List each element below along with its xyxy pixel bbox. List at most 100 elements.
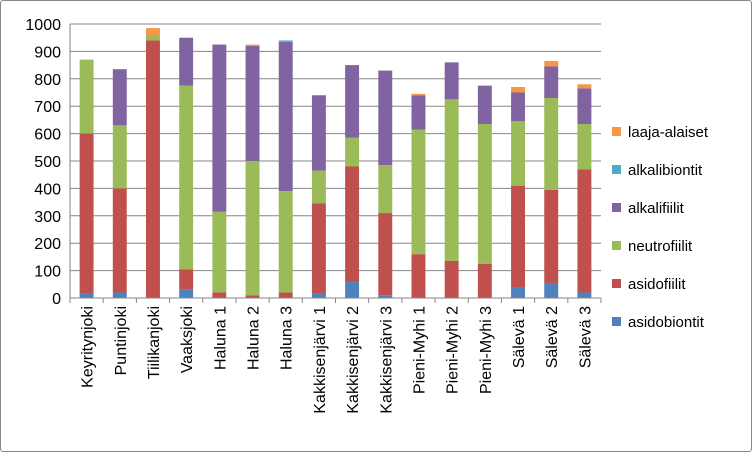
bar-segment-neutrofiilit	[278, 191, 293, 293]
y-tick-label: 800	[34, 72, 61, 89]
bar-segment-asidofiilit	[311, 203, 326, 294]
bar-segment-laaja-alaiset	[577, 84, 592, 89]
bar-segment-asidofiilit	[278, 292, 293, 298]
y-tick-label: 300	[34, 209, 61, 226]
y-tick-label: 400	[34, 181, 61, 198]
bar-segment-neutrofiilit	[544, 97, 559, 190]
legend-swatch	[612, 165, 621, 174]
x-tick-label: Keyritynjoki	[80, 306, 97, 388]
x-tick-label: Pieni-Myhi 3	[478, 306, 495, 394]
bar-segment-neutrofiilit	[511, 121, 526, 186]
bar-segment-laaja-alaiset	[145, 28, 160, 35]
x-tick-label: Tiilikanjoki	[146, 306, 163, 379]
legend-swatch	[612, 317, 621, 326]
bar-segment-asidobiontit	[112, 292, 127, 298]
bar-segment-neutrofiilit	[411, 129, 426, 255]
bar-segment-asidofiilit	[245, 295, 260, 298]
x-tick-label: Puntinjoki	[113, 306, 130, 375]
x-tick-label: Pieni-Myhi 2	[445, 306, 462, 394]
bar-segment-asidobiontit	[179, 289, 194, 298]
bar-segment-alkalifiilit	[345, 65, 360, 138]
legend-label: laaja-alaiset	[628, 124, 709, 141]
bar-segment-alkalifiilit	[577, 88, 592, 125]
bar-segment-neutrofiilit	[477, 124, 492, 264]
bar-segment-neutrofiilit	[345, 137, 360, 167]
bar-segment-alkalifiilit	[444, 62, 459, 100]
bar-segment-laaja-alaiset	[411, 93, 426, 96]
bar-segment-laaja-alaiset	[544, 60, 559, 67]
bar-segment-asidofiilit	[212, 292, 227, 298]
bar-segment-asidofiilit	[378, 213, 393, 296]
bar-segment-alkalibiontit	[278, 40, 293, 42]
bar-segment-neutrofiilit	[577, 124, 592, 170]
bar-segment-asidofiilit	[112, 188, 127, 293]
bar-segment-asidofiilit	[511, 185, 526, 288]
legend-label: alkalifiilit	[628, 200, 685, 217]
x-tick-label: Kakkisenjärvi 3	[378, 306, 395, 414]
x-tick-label: Haluna 3	[279, 306, 296, 370]
y-tick-label: 100	[34, 264, 61, 281]
bar-segment-laaja-alaiset	[511, 87, 526, 93]
bar-segment-alkalifiilit	[477, 85, 492, 125]
bar-segment-neutrofiilit	[311, 170, 326, 204]
y-tick-label: 1000	[25, 17, 61, 34]
y-tick-label: 200	[34, 236, 61, 253]
bar-segment-asidofiilit	[345, 166, 360, 282]
bar-segment-alkalifiilit	[212, 44, 227, 212]
bar-segment-neutrofiilit	[179, 85, 194, 270]
bar-segment-asidofiilit	[179, 269, 194, 290]
bar-segment-asidobiontit	[79, 293, 94, 298]
bar-segment-neutrofiilit	[378, 165, 393, 214]
bar-segment-asidofiilit	[544, 189, 559, 283]
bar-segment-neutrofiilit	[112, 125, 127, 189]
bar-segment-laaja-alaiset	[245, 44, 260, 46]
bar-segment-asidobiontit	[577, 292, 592, 298]
x-tick-label: Kakkisenjärvi 2	[345, 306, 362, 414]
axes: 0 100 200 300 400 500 600 700 800 900 1000 Keyrityn…	[25, 17, 602, 414]
x-tick-label: Sälevä 2	[544, 306, 561, 368]
bars	[79, 28, 592, 298]
legend-swatch	[612, 241, 621, 250]
bar-segment-alkalifiilit	[179, 37, 194, 86]
bar-segment-asidofiilit	[145, 40, 160, 298]
legend-label: asidofiilit	[628, 276, 686, 293]
bar-segment-alkalifiilit	[245, 45, 260, 161]
y-tick-label: 900	[34, 44, 61, 61]
bar-segment-alkalifiilit	[411, 95, 426, 130]
bar-segment-asidobiontit	[511, 287, 526, 298]
bar-segment-asidofiilit	[477, 263, 492, 298]
legend: laaja-alaiset alkalibiontit alkalifiilit ne…	[612, 124, 709, 331]
bar-segment-asidobiontit	[378, 295, 393, 298]
legend-swatch	[612, 127, 621, 136]
legend-swatch	[612, 203, 621, 212]
legend-label: asidobiontit	[628, 314, 705, 331]
bar-segment-alkalifiilit	[311, 95, 326, 171]
bar-segment-neutrofiilit	[212, 211, 227, 293]
bar-segment-asidofiilit	[577, 169, 592, 293]
bar-segment-neutrofiilit	[245, 161, 260, 296]
bar-segment-asidofiilit	[411, 254, 426, 298]
bar-segment-neutrofiilit	[444, 99, 459, 262]
legend-swatch	[612, 279, 621, 288]
bar-segment-alkalifiilit	[378, 70, 393, 166]
bar-segment-alkalifiilit	[112, 69, 127, 126]
x-tick-label: Haluna 2	[246, 306, 263, 370]
bar-segment-asidofiilit	[79, 133, 94, 294]
bar-segment-alkalifiilit	[278, 41, 293, 192]
bar-segment-asidofiilit	[444, 261, 459, 298]
x-tick-label: Pieni-Myhi 1	[411, 306, 428, 394]
y-tick-label: 0	[52, 291, 61, 308]
x-tick-label: Kakkisenjärvi 1	[312, 306, 329, 414]
x-tick-label: Sälevä 1	[511, 306, 528, 368]
y-tick-label: 600	[34, 127, 61, 144]
bar-segment-asidobiontit	[345, 281, 360, 298]
bar-segment-asidobiontit	[311, 293, 326, 298]
y-tick-label: 700	[34, 99, 61, 116]
bar-segment-alkalifiilit	[544, 66, 559, 98]
bar-segment-alkalifiilit	[511, 92, 526, 122]
y-tick-label: 500	[34, 154, 61, 171]
legend-label: neutrofiilit	[628, 238, 693, 255]
legend-label: alkalibiontit	[628, 162, 703, 179]
